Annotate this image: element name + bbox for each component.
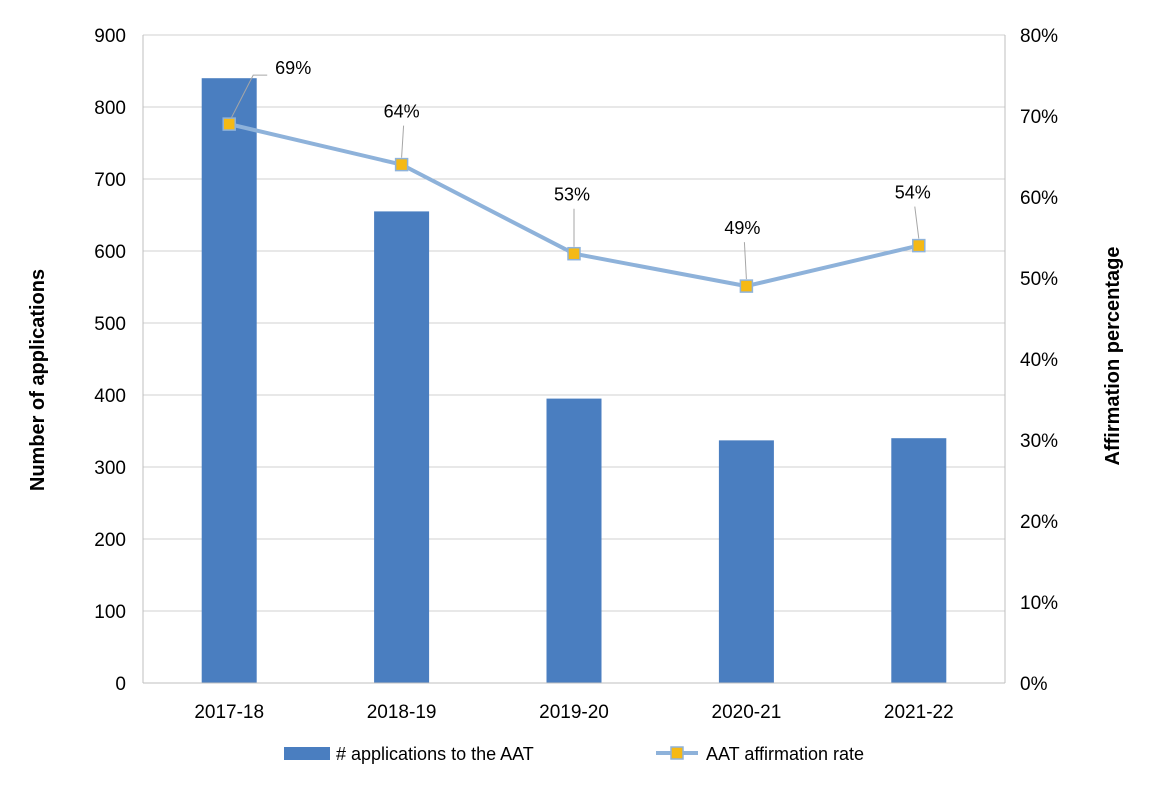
left-tick-label: 100: [94, 602, 126, 623]
left-tick-label: 400: [94, 386, 126, 407]
left-tick-label: 0: [115, 674, 126, 695]
right-axis-title: Affirmation percentage: [1102, 247, 1124, 466]
right-tick-label: 20%: [1020, 512, 1058, 533]
data-label-2021-22: 54%: [895, 183, 931, 203]
data-label-2017-18: 69%: [275, 58, 311, 78]
bar-2017-18: [201, 78, 257, 683]
data-label-2018-19: 64%: [384, 102, 420, 122]
bar-2021-22: [891, 438, 947, 683]
right-tick-label: 0%: [1020, 674, 1048, 695]
axes: [142, 35, 1006, 684]
legend-line-marker: [670, 746, 684, 760]
left-tick-label: 800: [94, 98, 126, 119]
label-leader: [914, 206, 920, 239]
left-tick-label: 600: [94, 242, 126, 263]
right-tick-label: 10%: [1020, 593, 1058, 614]
data-labels: 69% 64% 53% 49% 54%: [230, 58, 931, 280]
x-tick-label: 2019-20: [539, 702, 609, 723]
left-tick-label: 200: [94, 530, 126, 551]
right-axis-ticks: 0% 10% 20% 30% 40% 50% 60% 70% 80%: [1020, 26, 1058, 695]
line-marker-2021-22: [912, 238, 926, 253]
data-label-2020-21: 49%: [724, 218, 760, 238]
right-tick-label: 70%: [1020, 107, 1058, 128]
x-tick-label: 2020-21: [712, 702, 782, 723]
legend-bar-label: # applications to the AAT: [336, 744, 534, 764]
line-marker-2018-19: [394, 157, 409, 172]
label-leader: [401, 125, 405, 158]
line-marker-2017-18: [222, 117, 236, 131]
bar-2019-20: [546, 398, 602, 683]
label-leader: [743, 242, 747, 280]
line-marker-2020-21: [739, 279, 754, 293]
left-tick-label: 700: [94, 170, 126, 191]
left-tick-label: 300: [94, 458, 126, 479]
bar-2020-21: [718, 440, 774, 683]
left-axis-title: Number of applications: [27, 269, 49, 491]
x-tick-label: 2018-19: [367, 702, 437, 723]
right-tick-label: 40%: [1020, 350, 1058, 371]
bar-2018-19: [374, 211, 430, 683]
right-tick-label: 50%: [1020, 269, 1058, 290]
legend: # applications to the AAT AAT affirmatio…: [284, 744, 864, 764]
right-tick-label: 30%: [1020, 431, 1058, 452]
affirmation-line: [228, 122, 920, 289]
left-tick-label: 900: [94, 26, 126, 47]
legend-bar-swatch: [284, 747, 330, 760]
left-tick-label: 500: [94, 314, 126, 335]
line-marker-2019-20: [567, 246, 581, 261]
x-tick-label: 2021-22: [884, 702, 954, 723]
line-series: [222, 117, 926, 293]
x-tick-label: 2017-18: [194, 702, 264, 723]
left-axis-ticks: 0 100 200 300 400 500 600 700 800 900: [94, 26, 126, 695]
right-tick-label: 80%: [1020, 26, 1058, 47]
bar-series: [201, 78, 947, 683]
legend-line-label: AAT affirmation rate: [706, 744, 864, 764]
data-label-2019-20: 53%: [554, 185, 590, 205]
x-axis-ticks: 2017-18 2018-19 2019-20 2020-21 2021-22: [194, 702, 953, 723]
right-tick-label: 60%: [1020, 188, 1058, 209]
gridlines: [143, 34, 1005, 684]
label-leader: [230, 74, 268, 119]
